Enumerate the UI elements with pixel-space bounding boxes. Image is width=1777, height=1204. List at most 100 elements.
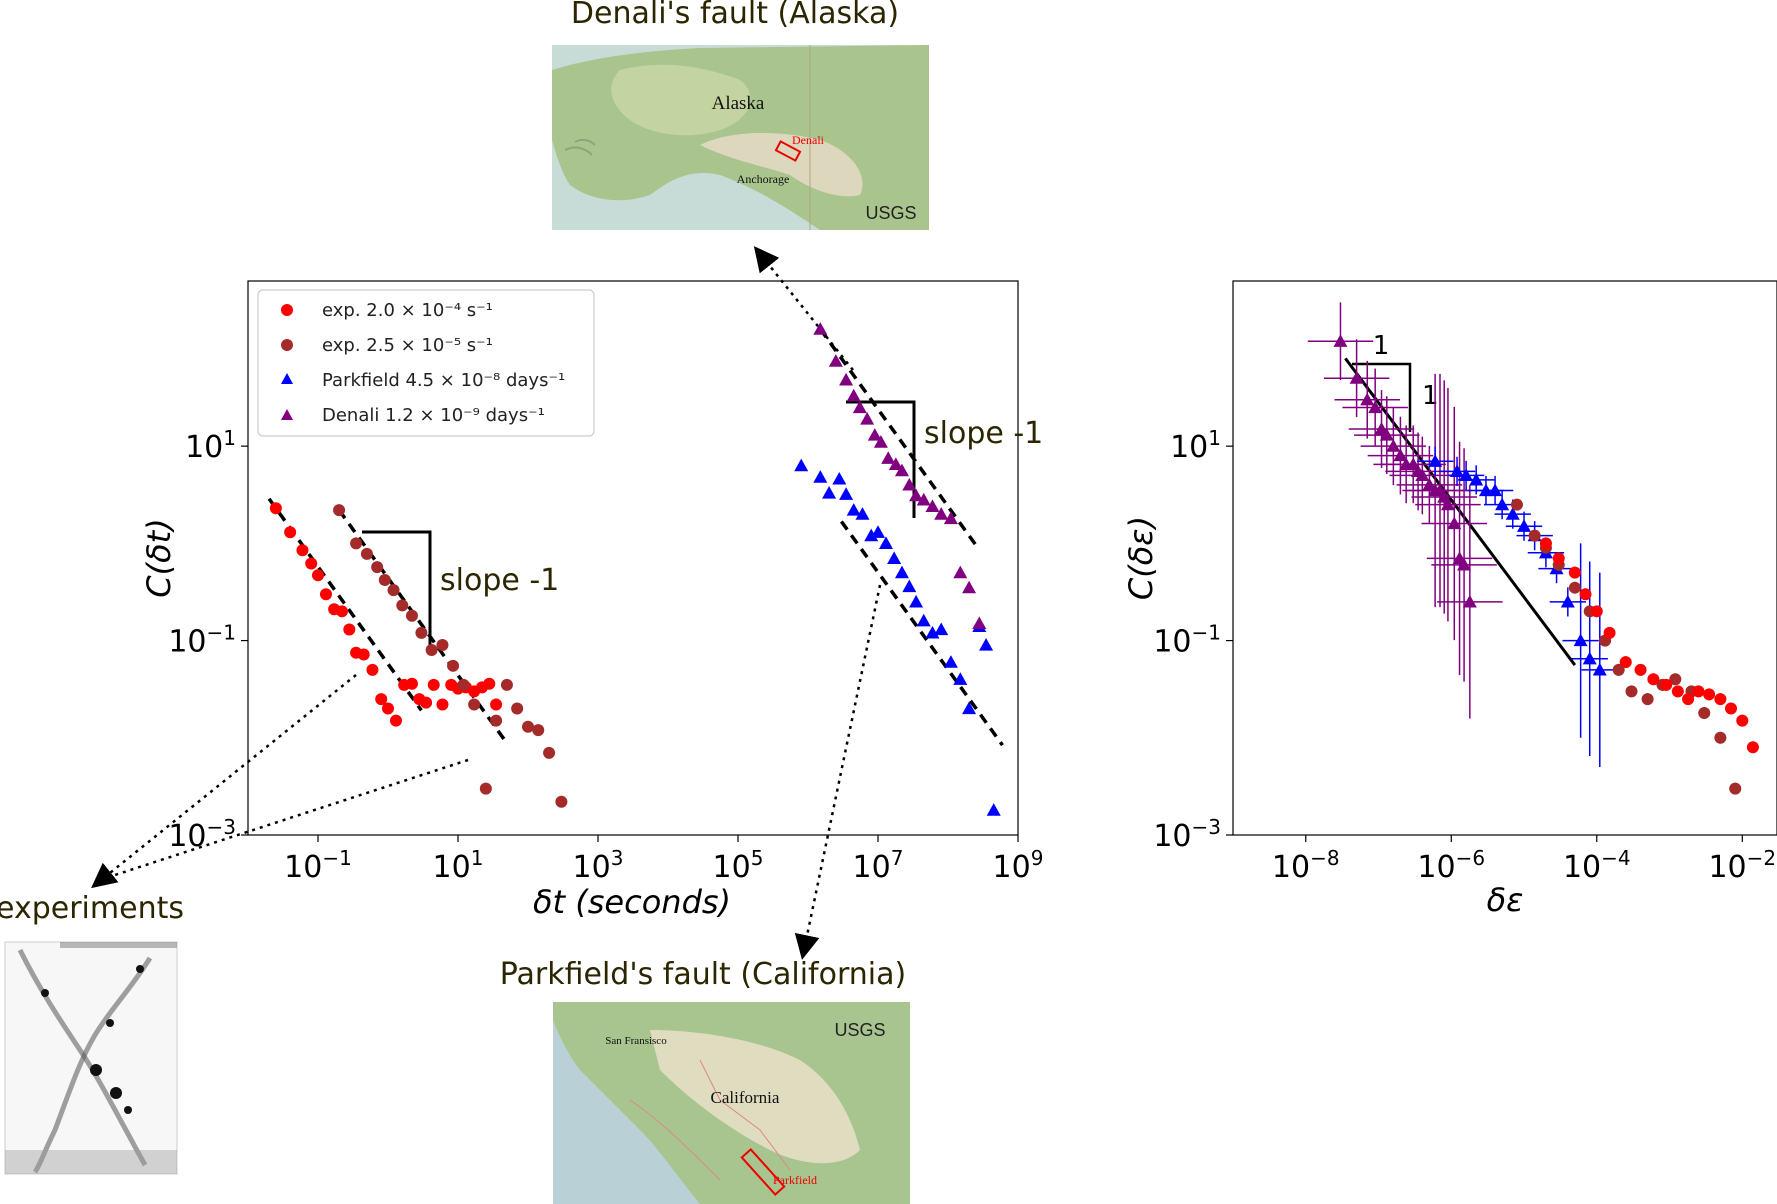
parkfield-fault-title: Parkfield's fault (California): [500, 957, 906, 992]
shear-band-1: [17, 948, 148, 1167]
right-point-s0-16: [1440, 497, 1455, 511]
usgs-credit-california: USGS: [834, 1020, 885, 1040]
left-point-s1-7: [405, 609, 418, 622]
left-point-s3-17: [953, 565, 968, 579]
right-point-s1-6: [1495, 497, 1510, 511]
right-point-s3-15: [1725, 702, 1738, 715]
right-ylabel: C(δε): [1122, 516, 1160, 600]
experiments-title: experiments: [0, 891, 184, 926]
left-point-s0-2: [296, 544, 309, 557]
left-point-s0-26: [483, 677, 496, 690]
alaska-interior: [611, 64, 751, 136]
right-point-s1-7: [1505, 507, 1520, 520]
parkfield-map-label: Parkfield: [773, 1173, 817, 1187]
left-point-s2-17: [943, 655, 958, 668]
anchorage-label: Anchorage: [737, 172, 790, 186]
left-point-s3-0: [813, 322, 828, 335]
slope-triangle-right-plot: 1 1: [1352, 331, 1439, 432]
left-point-s1-3: [371, 561, 384, 574]
legend-label-parkfield: Parkfield 4.5 × 10⁻⁸ days⁻¹: [322, 370, 565, 391]
left-ylabel: C(δt): [140, 518, 178, 597]
right-xtick-label-1: 10−6: [1417, 846, 1485, 885]
slope-label-right: slope -1: [924, 416, 1043, 451]
left-xlabel: δt (seconds): [533, 883, 731, 921]
left-point-s2-11: [894, 565, 909, 579]
right-point-s3-3: [1579, 588, 1592, 601]
legend-marker-denali: [281, 409, 293, 420]
right-point-s2-13: [1698, 706, 1711, 719]
left-point-s3-5: [860, 412, 875, 425]
right-point-s0-7: [1393, 448, 1408, 462]
right-point-s0-11: [1415, 468, 1430, 482]
left-point-s3-19: [972, 616, 987, 630]
left-point-s2-18: [953, 672, 968, 685]
right-point-s3-4: [1590, 605, 1603, 618]
left-point-s2-2: [822, 485, 837, 499]
left-point-s3-15: [934, 507, 949, 520]
right-point-s3-16: [1736, 714, 1749, 727]
left-point-s2-9: [878, 536, 893, 549]
left-point-s2-14: [916, 613, 931, 627]
left-point-s0-0: [269, 502, 282, 515]
left-xtick-label-2: 103: [573, 846, 624, 885]
left-point-s2-16: [934, 622, 949, 636]
left-point-s3-3: [846, 388, 861, 402]
left-point-s2-1: [813, 470, 828, 483]
left-fit-line-2: [839, 520, 1004, 747]
left-point-s1-8: [415, 626, 428, 639]
right-point-s2-14: [1714, 731, 1727, 744]
left-point-s1-15: [490, 714, 503, 727]
left-point-s3-18: [962, 580, 977, 594]
left-point-s3-10: [894, 463, 909, 477]
right-ytick-label-1: 10−1: [1153, 621, 1221, 660]
san-francisco-label: San Fransisco: [605, 1035, 667, 1047]
left-point-s3-9: [888, 457, 903, 470]
right-ytick-label-0: 10−3: [1153, 815, 1221, 854]
left-xtick-label-3: 105: [713, 846, 764, 885]
left-point-s0-12: [375, 693, 388, 706]
right-point-s3-6: [1619, 656, 1632, 669]
left-point-s1-14: [479, 782, 492, 795]
left-point-s2-15: [925, 625, 940, 639]
triangle-rise-label: 1: [1422, 381, 1439, 411]
left-point-s2-5: [846, 503, 861, 516]
arrow-to-experiments-2: [114, 758, 469, 877]
left-xtick-label-5: 109: [993, 846, 1044, 885]
left-point-s2-10: [887, 551, 902, 565]
left-point-s1-21: [555, 795, 568, 808]
left-point-s3-8: [881, 451, 896, 464]
california-map: San Fransisco California Parkfield USGS: [553, 1002, 910, 1204]
left-point-s1-2: [360, 547, 373, 560]
left-plot: [247, 280, 1019, 836]
right-point-s0-5: [1379, 428, 1394, 441]
usgs-credit-alaska: USGS: [865, 203, 916, 223]
left-point-s2-6: [855, 507, 870, 520]
right-point-s3-1: [1552, 552, 1565, 565]
triangle-run-label: 1: [1373, 331, 1390, 361]
left-point-s1-11: [447, 659, 460, 672]
left-point-s0-27: [490, 698, 503, 711]
left-point-s0-3: [305, 557, 318, 570]
right-plot-marks: [1307, 302, 1759, 795]
legend-box: [257, 289, 595, 437]
right-point-s1-0: [1428, 454, 1443, 467]
right-point-s2-7: [1612, 663, 1625, 676]
legend-label-exp-slow: exp. 2.5 × 10⁻⁵ s⁻¹: [322, 335, 493, 356]
left-point-s3-1: [828, 354, 843, 367]
left-point-s1-10: [436, 639, 449, 652]
left-point-s0-4: [312, 569, 324, 582]
right-point-s2-1: [1528, 529, 1541, 542]
left-xtick-label-0: 10−1: [284, 846, 352, 885]
left-point-s1-16: [500, 678, 513, 691]
left-point-s0-19: [427, 678, 440, 691]
left-point-s3-13: [916, 492, 931, 506]
left-point-s2-13: [909, 594, 924, 608]
right-point-s3-8: [1647, 673, 1660, 686]
left-point-s2-21: [979, 638, 994, 651]
left-point-s2-12: [902, 579, 917, 593]
left-point-s3-2: [839, 372, 854, 386]
central-valley: [650, 1030, 860, 1164]
right-point-s3-5: [1603, 626, 1616, 639]
right-xlabel: δε: [1487, 881, 1524, 919]
right-point-s2-4: [1568, 581, 1581, 594]
